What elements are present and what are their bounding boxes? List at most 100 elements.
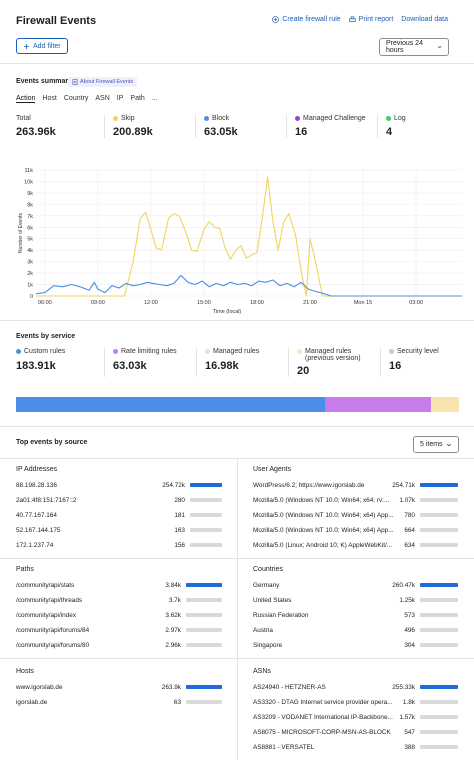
paths-title: Paths	[16, 566, 34, 573]
paths-row[interactable]: /community/api/forums/80 2.96k	[16, 640, 222, 650]
tab-host[interactable]: Host	[42, 95, 57, 102]
about-firewall-events-link[interactable]: About Firewall Events	[68, 77, 138, 87]
countries-row[interactable]: Russian Federation 573	[253, 610, 458, 620]
x-tick-label: 18:00	[250, 300, 264, 306]
y-tick-label: 10k	[24, 179, 33, 185]
tab-action[interactable]: Action	[16, 95, 36, 103]
row-label: /community/api/index	[16, 611, 77, 619]
stat-label: Total	[16, 115, 31, 122]
tab-country[interactable]: Country	[63, 95, 89, 102]
stat-skip: Skip 200.89k	[104, 115, 195, 138]
items-count-select[interactable]: 5 items	[413, 436, 459, 453]
user-agents-row[interactable]: Mozilla/5.0 (Windows NT 10.0; Win64; x64…	[253, 495, 458, 505]
tab-asn[interactable]: ASN	[95, 95, 110, 102]
row-value: 496	[404, 626, 415, 634]
user-agents-row[interactable]: WordPress/6.2; https://www.igorslab.de 25…	[253, 480, 458, 490]
action-stats: Total 263.96k Skip 200.89k Block 63.05k …	[16, 115, 447, 138]
paths-row[interactable]: /community/api/index 3.62k	[16, 610, 222, 620]
row-label: 2a01:4f8:151:7167::2	[16, 496, 77, 504]
countries-row[interactable]: Singapore 304	[253, 640, 458, 650]
paths-row[interactable]: /community/api/stats 3.84k	[16, 580, 222, 590]
x-tick-label: 12:00	[144, 300, 158, 306]
events-over-time-chart: 0 1k 2k 3k 4k 5k 6k 7k 8k 9k 10k 11k 06:00 09:00 12:00…	[18, 168, 462, 315]
divider	[0, 426, 474, 427]
user-agents-title: User Agents	[253, 466, 292, 473]
hosts-row[interactable]: igorslab.de 63	[16, 697, 222, 707]
user-agents-row[interactable]: Mozilla/5.0 (Windows NT 10.0; Win64; x64…	[253, 525, 458, 535]
print-report-link[interactable]: Print report	[349, 16, 393, 23]
service-bar-segment[interactable]	[430, 397, 459, 412]
row-value: 2.97k	[165, 626, 181, 634]
row-share-track	[186, 685, 222, 689]
row-share-track	[420, 513, 458, 517]
asns-row[interactable]: AS3209 - VODANET International IP-Backbo…	[253, 712, 458, 722]
row-value: 2.96k	[165, 641, 181, 649]
paths-row[interactable]: /community/api/threads 3.7k	[16, 595, 222, 605]
ip-addresses-row[interactable]: 52.167.144.175 163	[16, 525, 222, 535]
row-label: 172.1.237.74	[16, 541, 54, 549]
stat-value: 20	[297, 365, 310, 377]
row-value: 260.47k	[392, 581, 415, 589]
row-value: 547	[404, 728, 415, 736]
row-share-track	[420, 730, 458, 734]
asns-row[interactable]: AS3320 - DTAG Internet service provider …	[253, 697, 458, 707]
row-value: 3.62k	[165, 611, 181, 619]
create-firewall-rule-link[interactable]: Create firewall rule	[272, 16, 341, 23]
paths-row[interactable]: /community/api/forums/84 2.97k	[16, 625, 222, 635]
tab-path[interactable]: Path	[130, 95, 145, 102]
y-tick-label: 3k	[27, 260, 33, 266]
row-label: Mozilla/5.0 (Windows NT 10.0; Win64; x64…	[253, 511, 394, 519]
tab-ip[interactable]: IP	[116, 95, 124, 102]
document-icon	[72, 79, 78, 85]
row-share-track	[420, 498, 458, 502]
stat-label: Managed rules	[305, 348, 352, 355]
stat-value: 200.89k	[113, 126, 153, 138]
countries-row[interactable]: United States 1.25k	[253, 595, 458, 605]
y-tick-label: 1k	[27, 283, 33, 289]
events-summary-title: Events summary	[16, 78, 73, 85]
download-data-label: Download data	[401, 16, 448, 23]
series-line-skip	[36, 176, 462, 297]
row-value: 156	[174, 541, 185, 549]
x-tick-label: 06:00	[38, 300, 52, 306]
ip-addresses-row[interactable]: 2a01:4f8:151:7167::2 280	[16, 495, 222, 505]
row-label: United States	[253, 596, 292, 604]
stat-managed-rules-previous: Managed rules (previous version) 20	[288, 348, 380, 377]
y-tick-label: 0	[30, 294, 33, 300]
user-agents-row[interactable]: Mozilla/5.0 (Linux; Android 10; K) Apple…	[253, 540, 458, 550]
row-share-track	[420, 715, 458, 719]
stat-label: Custom rules	[24, 348, 66, 355]
service-bar-segment[interactable]	[16, 397, 325, 412]
row-label: AS8075 - MICROSOFT-CORP-MSN-AS-BLOCK	[253, 728, 391, 736]
row-share-track	[186, 700, 222, 704]
time-range-select[interactable]: Previous 24 hours	[379, 38, 449, 56]
row-share-fill	[420, 685, 458, 689]
ip-addresses-row[interactable]: 88.198.28.136 254.72k	[16, 480, 222, 490]
countries-row[interactable]: Germany 260.47k	[253, 580, 458, 590]
row-label: /community/api/forums/80	[16, 641, 90, 649]
download-data-link[interactable]: Download data	[401, 16, 448, 23]
user-agents-row[interactable]: Mozilla/5.0 (Windows NT 10.0; Win64; x64…	[253, 510, 458, 520]
row-label: AS3209 - VODANET International IP-Backbo…	[253, 713, 393, 721]
ip-addresses-row[interactable]: 172.1.237.74 156	[16, 540, 222, 550]
row-value: 280	[174, 496, 185, 504]
asns-row[interactable]: AS24940 - HETZNER-AS 255.33k	[253, 682, 458, 692]
row-label: 40.77.167.164	[16, 511, 57, 519]
row-label: Austria	[253, 626, 273, 634]
row-value: 634	[404, 541, 415, 549]
add-filter-button[interactable]: Add filter	[16, 38, 68, 54]
asns-row[interactable]: AS8075 - MICROSOFT-CORP-MSN-AS-BLOCK 547	[253, 727, 458, 737]
service-bar-segment[interactable]	[324, 397, 431, 412]
row-value: 63	[173, 698, 181, 706]
row-value: 780	[404, 511, 415, 519]
hosts-row[interactable]: www.igorslab.de 263.9k	[16, 682, 222, 692]
countries-row[interactable]: Austria 496	[253, 625, 458, 635]
tab-more[interactable]: ...	[151, 95, 158, 102]
time-range-value: Previous 24 hours	[386, 40, 423, 54]
ip-addresses-row[interactable]: 40.77.167.164 181	[16, 510, 222, 520]
stat-managed-challenge: Managed Challenge 16	[286, 115, 377, 138]
x-tick-label: 09:00	[91, 300, 105, 306]
row-share-track	[420, 598, 458, 602]
managed-challenge-dot-icon	[295, 116, 300, 121]
asns-row[interactable]: AS8881 - VERSATEL 388	[253, 742, 458, 752]
